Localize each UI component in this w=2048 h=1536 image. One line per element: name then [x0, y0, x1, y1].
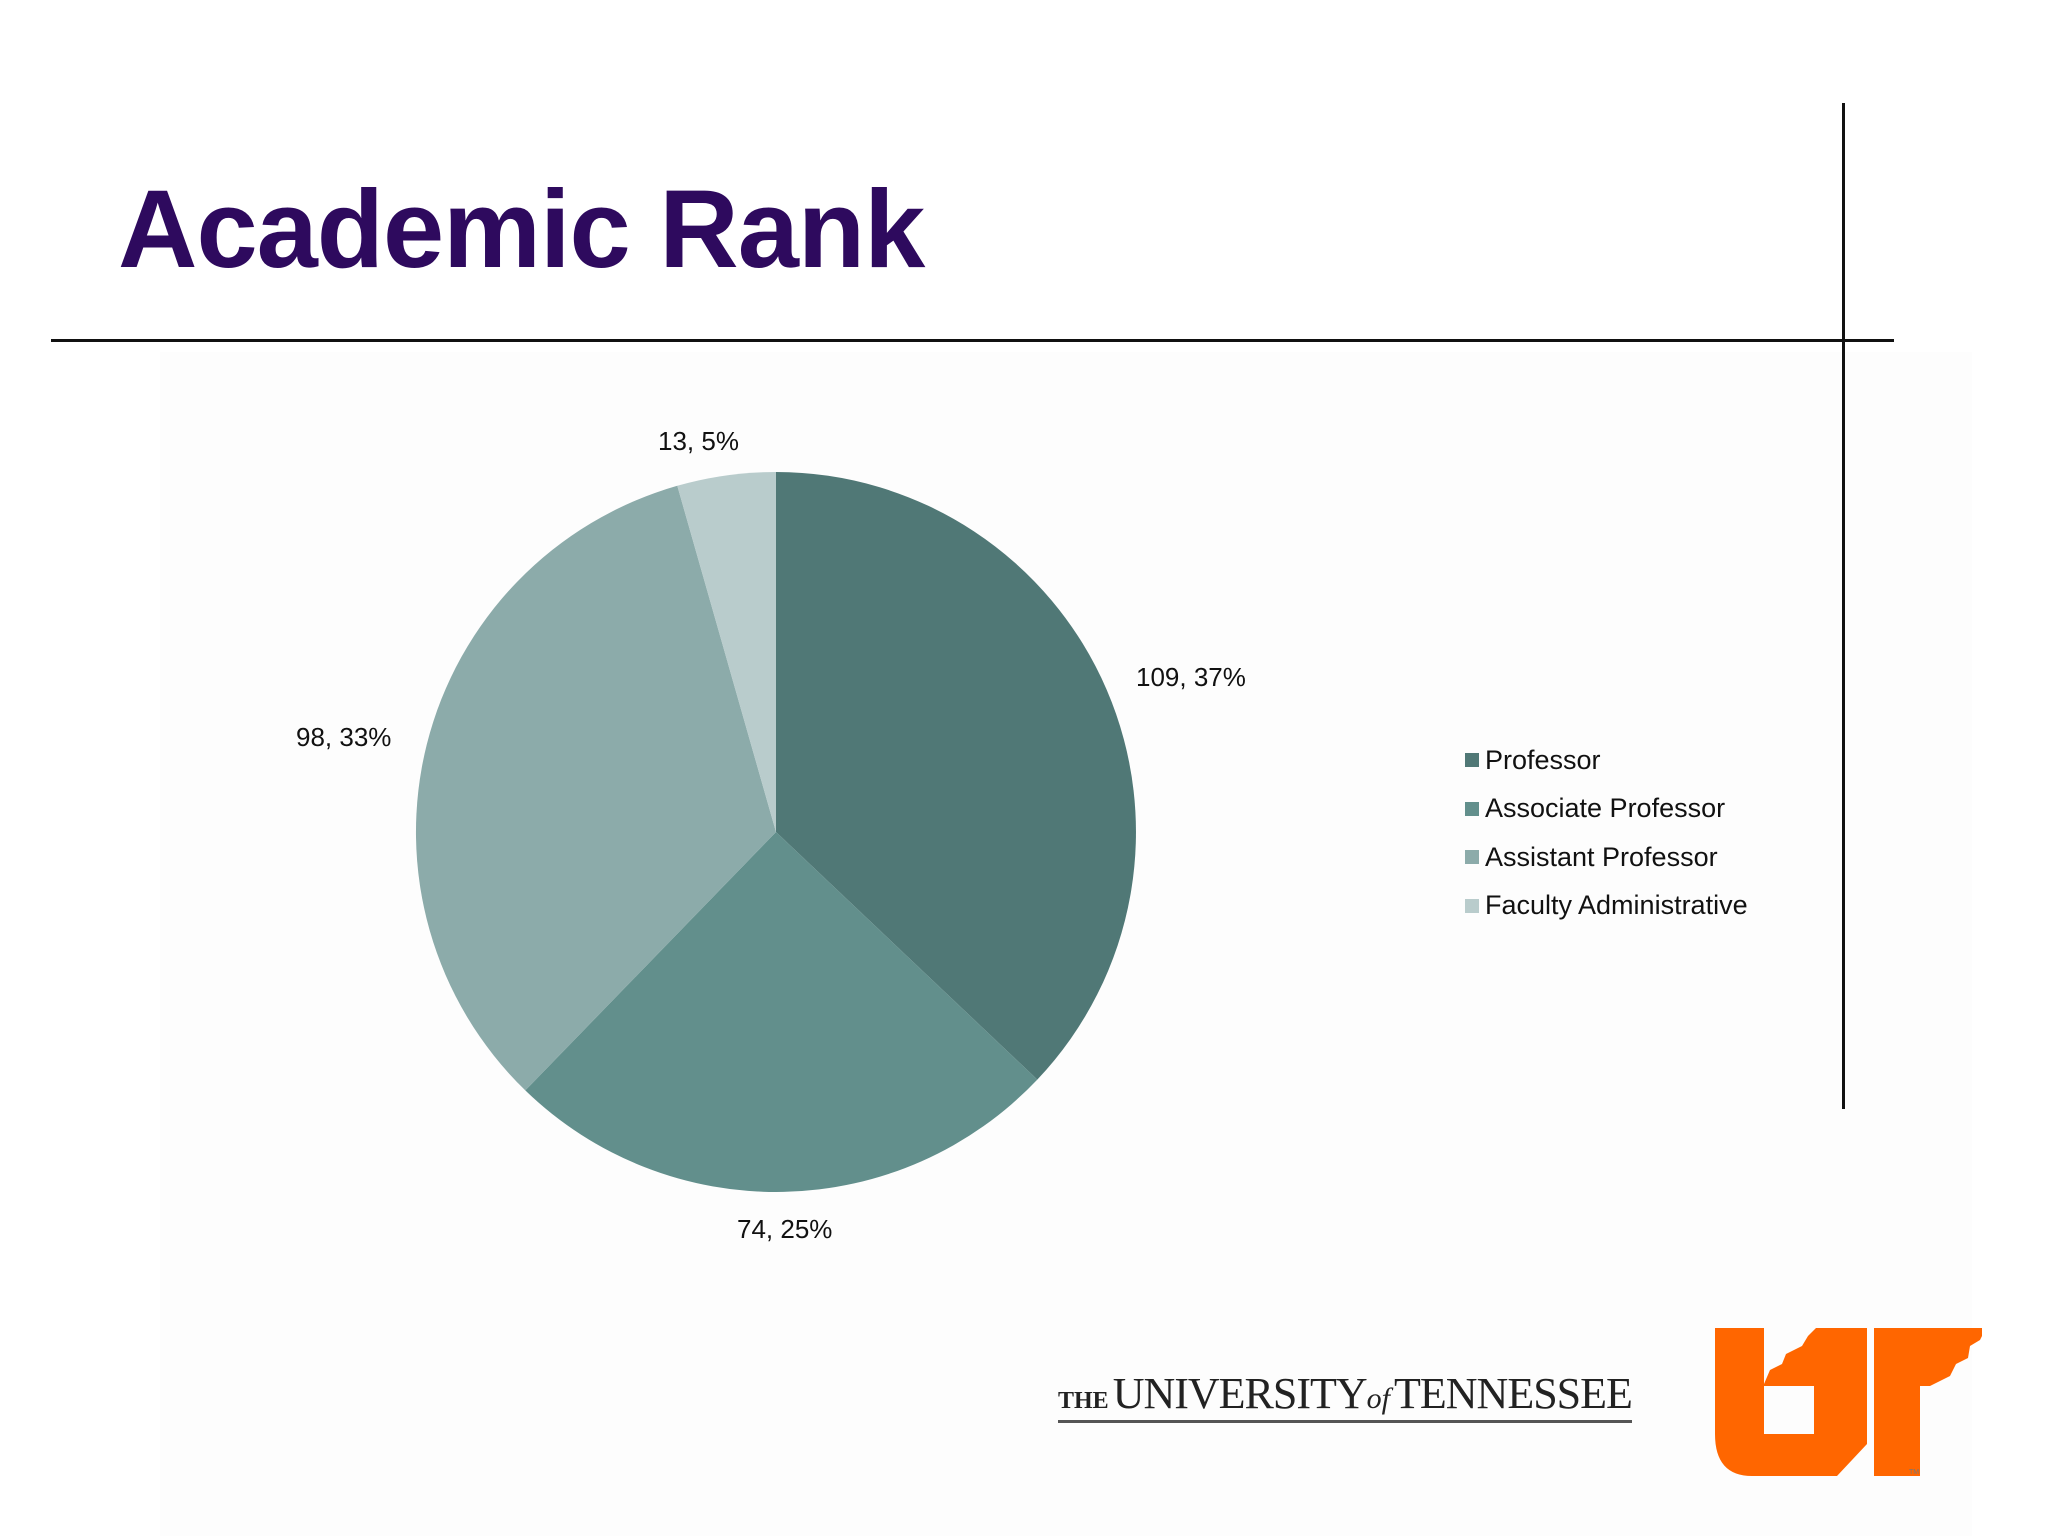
data-label-faculty-administrative: 13, 5%	[658, 426, 739, 456]
ut-logo-icon	[1715, 1328, 1982, 1476]
slice-professor	[776, 472, 1136, 1080]
legend-item-professor: Professor	[1465, 742, 1748, 778]
slice-assistant-professor	[415, 485, 776, 1091]
wordmark-university: UNIVERSITY	[1112, 1369, 1368, 1418]
legend-item-associate-professor: Associate Professor	[1465, 791, 1748, 827]
legend-item-assistant-professor: Assistant Professor	[1465, 839, 1748, 875]
legend-label: Faculty Administrative	[1485, 890, 1748, 920]
legend-label: Associate Professor	[1485, 793, 1726, 823]
vertical-rule	[1842, 103, 1845, 1109]
wordmark-of: of	[1366, 1382, 1391, 1415]
data-label-associate-professor: 74, 25%	[737, 1214, 833, 1244]
chart-legend: Professor Associate Professor Assistant …	[1465, 742, 1748, 936]
legend-swatch-icon	[1465, 898, 1479, 913]
university-wordmark: THE UNIVERSITYof TENNESSEE	[1058, 1369, 1633, 1423]
wordmark-tennessee: TENNESSEE	[1394, 1369, 1633, 1418]
legend-item-faculty-administrative: Faculty Administrative	[1465, 888, 1748, 924]
trademark-mark: TM	[1909, 1469, 1920, 1476]
legend-swatch-icon	[1465, 801, 1479, 816]
slice-associate-professor	[525, 832, 1038, 1193]
legend-label: Assistant Professor	[1485, 841, 1718, 872]
legend-swatch-icon	[1465, 753, 1479, 767]
legend-swatch-icon	[1465, 850, 1479, 864]
slide-title: Academic Rank	[118, 168, 925, 291]
wordmark-the: THE	[1058, 1388, 1109, 1414]
data-label-assistant-professor: 98, 33%	[296, 722, 392, 752]
title-divider	[51, 339, 1894, 342]
legend-label: Professor	[1485, 744, 1601, 775]
data-label-professor: 109, 37%	[1136, 662, 1246, 692]
slice-faculty-administrative	[677, 472, 776, 832]
